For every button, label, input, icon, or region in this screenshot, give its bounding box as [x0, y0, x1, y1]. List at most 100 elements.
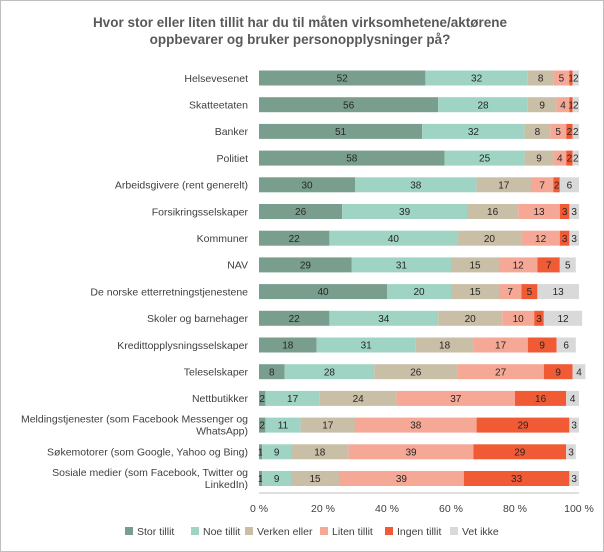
bar-segment — [259, 123, 423, 139]
data-label: 3 — [562, 234, 568, 245]
bar-segment — [559, 230, 570, 246]
data-label: 7 — [546, 261, 552, 272]
data-label: 13 — [553, 287, 565, 298]
data-label: 29 — [517, 421, 529, 432]
data-label: 11 — [278, 421, 289, 432]
data-label: 9 — [536, 154, 542, 165]
bar-segment — [556, 97, 570, 113]
data-label: 2 — [259, 421, 265, 432]
legend-label: Verken eller — [257, 526, 313, 538]
category-label: Meldingstjenester (som Facebook Messenge… — [21, 414, 248, 438]
category-label: De norske etterretningstjenestene — [90, 286, 248, 298]
data-label: 22 — [289, 314, 301, 325]
category-label: Nettbutikker — [192, 393, 249, 405]
bar-segment — [259, 364, 285, 380]
data-label: 32 — [468, 127, 480, 138]
data-label: 38 — [410, 421, 422, 432]
bar-segment — [387, 284, 451, 300]
stacked-bar-chart: Helsevesenet Skatteetaten Banker Politiet Ar… — [21, 70, 594, 515]
legend-swatch — [245, 527, 253, 536]
data-label: 38 — [410, 180, 422, 191]
bar-segment — [569, 97, 573, 113]
data-label: 5 — [555, 127, 561, 138]
bar-segment — [438, 97, 528, 113]
data-label: 9 — [539, 341, 545, 352]
bar-segment — [499, 284, 522, 300]
bar-segment — [559, 204, 570, 219]
category-label: Forsikringsselskaper — [152, 206, 249, 218]
bar-segment — [451, 284, 499, 300]
bar-segment — [524, 150, 554, 166]
legend-item: Noe tillit — [191, 526, 240, 540]
legend-swatch — [125, 527, 133, 536]
data-label: 40 — [388, 234, 400, 245]
category-label: NAV — [227, 260, 248, 272]
x-tick-label: 0 % — [250, 503, 268, 515]
data-label: 3 — [571, 474, 577, 485]
bar-segment — [259, 471, 263, 486]
bar-segment — [476, 177, 531, 193]
legend-swatch — [450, 527, 458, 536]
bar-segment — [396, 390, 515, 406]
bar-segment — [265, 390, 320, 406]
data-label: 17 — [287, 394, 299, 405]
data-label: 2 — [567, 154, 573, 165]
bar-segment — [463, 471, 570, 486]
bar-segment — [259, 417, 266, 433]
bar-segment — [457, 230, 522, 246]
data-label: 20 — [484, 234, 496, 245]
bar-segment — [259, 177, 355, 193]
bar-segment — [524, 123, 551, 139]
data-label: 2 — [573, 127, 579, 138]
bar-segment — [259, 230, 330, 246]
bar-segment — [537, 257, 560, 273]
bar-segment — [569, 471, 579, 486]
legend-label: Vet ikke — [462, 526, 499, 538]
category-label: Søkemotorer (som Google, Yahoo og Bing) — [47, 447, 248, 459]
bar-segment — [284, 364, 375, 380]
legend-label: Liten tillit — [332, 526, 373, 538]
legend-swatch — [385, 527, 393, 536]
data-label: 25 — [479, 154, 491, 165]
data-label: 18 — [314, 447, 326, 458]
bar-segment — [569, 70, 573, 86]
data-label: 6 — [567, 180, 573, 191]
bar-segment — [566, 444, 576, 460]
data-label: 16 — [535, 394, 547, 405]
bar-segment — [259, 150, 445, 166]
bar-segment — [499, 257, 538, 273]
data-label: 13 — [533, 207, 545, 218]
bar-segment — [543, 364, 573, 380]
data-label: 9 — [274, 474, 280, 485]
bar-segment — [569, 204, 579, 219]
category-label: Skoler og barnehager — [147, 313, 248, 325]
data-label: 26 — [410, 367, 422, 378]
bar-segment — [457, 364, 544, 380]
bar-segment — [537, 284, 579, 300]
bar-segment — [572, 364, 586, 380]
bar-segment — [572, 97, 579, 113]
bar-segment — [422, 123, 525, 139]
data-label: 17 — [495, 341, 507, 352]
legend-item: Stor tillit — [125, 526, 174, 540]
category-label: Arbeidsgivere (rent generelt) — [115, 180, 248, 192]
bar-segment — [534, 310, 544, 326]
legend-item: Vet ikke — [450, 526, 499, 540]
data-label: 34 — [378, 314, 390, 325]
data-label: 15 — [469, 287, 481, 298]
data-label: 3 — [571, 421, 577, 432]
data-label: 3 — [571, 234, 577, 245]
data-label: 2 — [554, 180, 560, 191]
bar-segment — [259, 70, 426, 86]
data-label: 39 — [399, 207, 411, 218]
category-label: Skatteetaten — [189, 100, 248, 112]
bar-segment — [473, 444, 567, 460]
bar-segment — [559, 177, 579, 193]
bar-segment — [502, 310, 535, 326]
category-label: Kredittopplysningsselskaper — [117, 340, 248, 352]
x-tick-label: 60 % — [439, 503, 463, 515]
data-label: 1 — [258, 474, 264, 485]
data-label: 3 — [568, 447, 574, 458]
data-label: 58 — [346, 154, 358, 165]
bar-segment — [259, 337, 317, 353]
